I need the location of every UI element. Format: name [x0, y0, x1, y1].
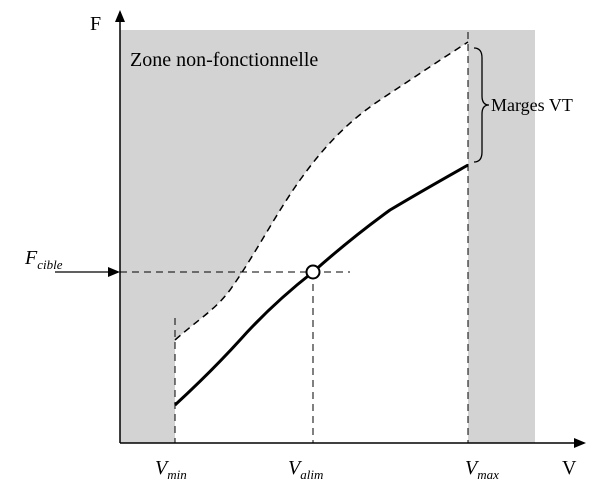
label-sub: cible: [37, 257, 62, 272]
label-main: V: [288, 457, 303, 479]
x-axis-label: V: [562, 457, 577, 479]
margin-label: Marges VT: [491, 95, 573, 115]
target-label: Fcible: [24, 247, 63, 272]
y-axis-label: F: [90, 13, 101, 35]
label-sub: alim: [300, 467, 323, 482]
guide-lines: [120, 32, 469, 443]
zone-label: Zone non-fonctionnelle: [130, 49, 318, 71]
x-mark-label: Vmin: [155, 457, 187, 482]
label-sub: min: [167, 467, 187, 482]
label-main: V: [465, 457, 480, 479]
operating-point: [305, 264, 321, 280]
label-main: F: [24, 247, 38, 269]
x-mark-label: Vmax: [465, 457, 499, 482]
functional-zone: [175, 42, 468, 443]
label-main: V: [155, 457, 170, 479]
margin-brace: [473, 47, 490, 163]
x-mark-label: Valim: [288, 457, 323, 482]
upper-limit-curve: [174, 41, 469, 341]
label-sub: max: [477, 467, 499, 482]
